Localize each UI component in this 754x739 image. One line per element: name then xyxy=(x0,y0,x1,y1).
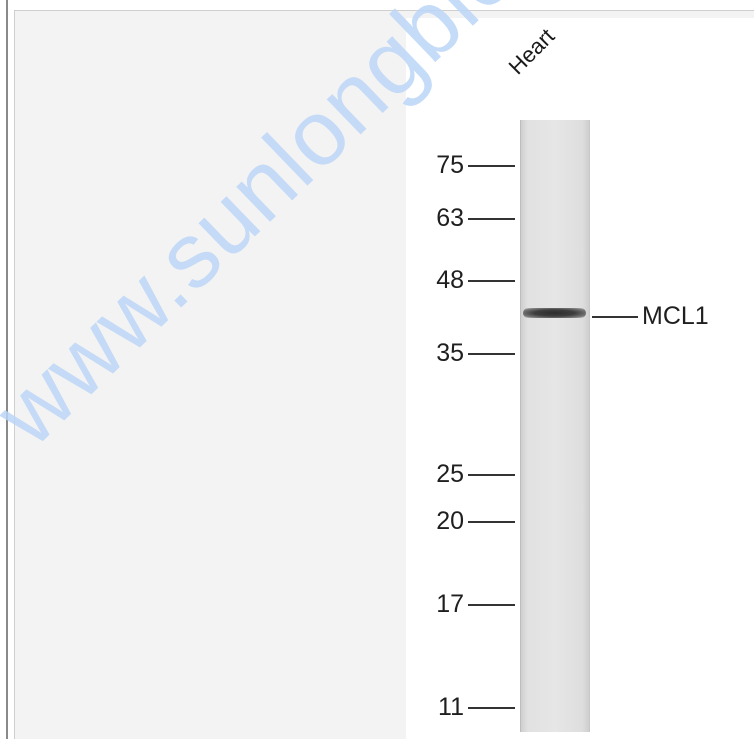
marker-label: 75 xyxy=(436,151,464,179)
marker-tick xyxy=(468,280,515,282)
marker-11: 11 xyxy=(420,692,515,722)
marker-label: 63 xyxy=(436,204,464,232)
marker-tick xyxy=(468,474,515,476)
marker-75: 75 xyxy=(420,150,515,180)
protein-label: MCL1 xyxy=(642,302,709,330)
protein-indicator-line xyxy=(592,316,638,318)
marker-17: 17 xyxy=(420,589,515,619)
marker-20: 20 xyxy=(420,506,515,536)
marker-tick xyxy=(468,165,515,167)
marker-48: 48 xyxy=(420,265,515,295)
marker-35: 35 xyxy=(420,338,515,368)
marker-label: 35 xyxy=(436,339,464,367)
marker-label: 17 xyxy=(436,590,464,618)
marker-tick xyxy=(468,521,515,523)
marker-tick xyxy=(468,707,515,709)
blot-lane-heart xyxy=(520,120,590,732)
marker-label: 20 xyxy=(436,507,464,535)
mcl1-band xyxy=(523,308,586,318)
marker-tick xyxy=(468,353,515,355)
marker-label: 25 xyxy=(436,460,464,488)
marker-25: 25 xyxy=(420,459,515,489)
marker-label: 48 xyxy=(436,266,464,294)
marker-63: 63 xyxy=(420,203,515,233)
page-border xyxy=(6,0,8,739)
marker-tick xyxy=(468,218,515,220)
marker-label: 11 xyxy=(438,693,464,721)
marker-tick xyxy=(468,604,515,606)
